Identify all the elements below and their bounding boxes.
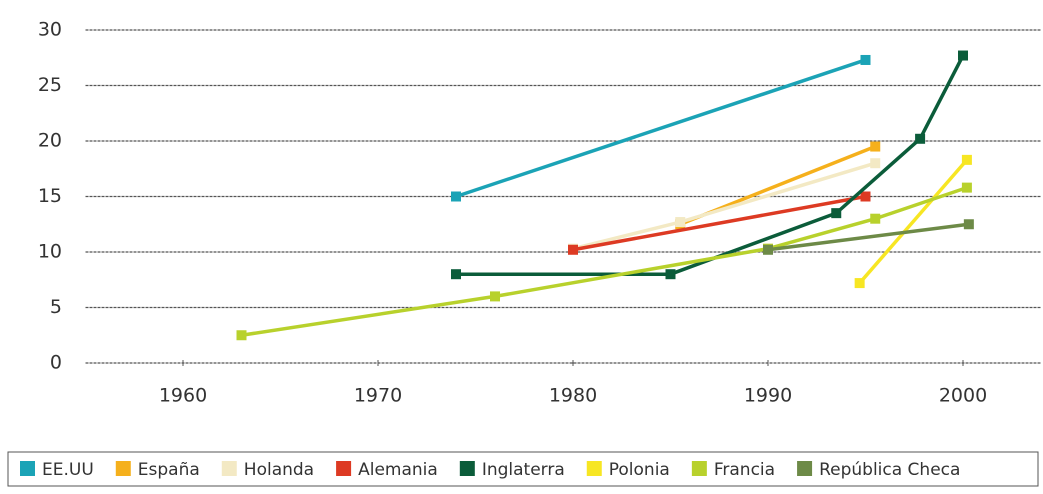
- legend-label: Holanda: [244, 460, 314, 480]
- legend-swatch: [797, 461, 813, 476]
- legend-swatch: [336, 461, 352, 476]
- marker: [236, 330, 247, 341]
- marker: [870, 213, 881, 224]
- legend-label: República Checa: [819, 460, 960, 480]
- y-tick-label: 5: [50, 296, 62, 318]
- y-tick-label: 25: [38, 74, 62, 96]
- series-line: [858, 158, 969, 285]
- marker: [870, 141, 881, 152]
- legend-box: [7, 451, 1039, 487]
- marker: [831, 208, 842, 219]
- marker: [961, 182, 972, 193]
- legend-swatch: [691, 461, 707, 476]
- marker: [451, 269, 461, 280]
- series-line: [572, 194, 866, 252]
- legend-label: Polonia: [609, 460, 670, 480]
- marker: [860, 54, 871, 65]
- marker: [568, 244, 578, 255]
- legend-swatch: [115, 461, 131, 476]
- marker: [958, 50, 968, 61]
- legend-label: EE.UU: [42, 460, 94, 480]
- marker: [860, 191, 871, 202]
- series-line: [767, 222, 970, 252]
- legend-label: Alemania: [358, 460, 438, 480]
- marker: [870, 158, 881, 169]
- legend-label: Inglaterra: [482, 460, 565, 480]
- series-line: [455, 58, 867, 199]
- marker: [915, 133, 926, 144]
- y-tick-label: 15: [38, 185, 62, 207]
- x-tick-label: 1970: [354, 385, 402, 407]
- x-tick-label: 2000: [939, 385, 987, 407]
- legend-swatch: [459, 461, 475, 476]
- y-tick-label: 10: [38, 241, 62, 263]
- legend-label: Francia: [714, 460, 775, 480]
- y-tick-label: 20: [38, 130, 62, 152]
- legend-swatch: [586, 461, 602, 476]
- marker: [675, 217, 686, 228]
- legend-swatch: [221, 461, 237, 476]
- series-line: [241, 185, 968, 337]
- marker: [490, 291, 500, 302]
- marker: [763, 244, 773, 255]
- marker: [961, 154, 972, 165]
- marker: [451, 191, 461, 202]
- x-tick-label: 1980: [549, 385, 597, 407]
- marker: [665, 269, 676, 280]
- series-line: [456, 54, 965, 276]
- legend-label: España: [138, 460, 200, 480]
- legend-swatch: [20, 461, 35, 476]
- y-tick-label: 0: [50, 352, 62, 374]
- y-tick-label: 30: [38, 19, 62, 41]
- x-tick-label: 1960: [159, 385, 207, 407]
- x-tick-label: 1990: [744, 385, 792, 407]
- marker: [854, 278, 865, 289]
- marker: [963, 219, 974, 230]
